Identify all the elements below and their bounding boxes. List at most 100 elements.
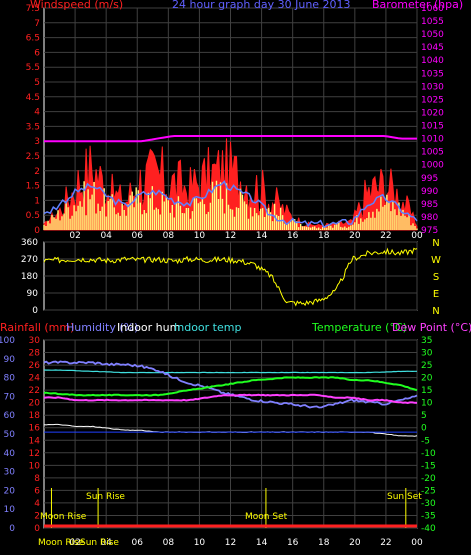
wind-y-tick: 0.5: [26, 211, 40, 221]
humidity-y-tick: 80: [4, 374, 16, 384]
direction-y-tick: 270: [21, 255, 38, 265]
wind-x-tick: 04: [100, 231, 112, 241]
humidity-y-tick: 50: [4, 430, 16, 440]
legend-temperature: Temperature (°C): [311, 321, 407, 334]
rain-y-tick: 6: [34, 486, 40, 496]
rain-y-tick: 16: [29, 424, 41, 434]
baro-y-tick: 985: [421, 200, 438, 210]
wind-y-tick: 4.5: [26, 93, 40, 103]
event-sun-rise: Sun Rise: [86, 492, 125, 502]
wind-y-tick: 4: [34, 108, 40, 118]
temp-y-tick: -30: [421, 499, 436, 509]
wind-y-tick: 6.5: [26, 34, 40, 44]
temp-y-tick: -20: [421, 474, 436, 484]
baro-y-tick: 980: [421, 213, 438, 223]
rain-y-tick: 12: [29, 449, 40, 459]
wind-y-tick: 5.5: [26, 63, 40, 73]
wind-y-tick: 3.5: [26, 122, 40, 132]
event-moon-set: Moon Set: [245, 512, 288, 522]
wind-y-tick: 5: [34, 78, 40, 88]
wind-y-tick: 7: [34, 19, 40, 29]
rain-y-tick: 28: [29, 349, 41, 359]
humidity-y-tick: 20: [4, 486, 16, 496]
humidity-y-tick: 30: [4, 468, 16, 478]
temp-panel-labels: 0246810121416182022242628300102030405060…: [0, 336, 436, 548]
wind-x-tick: 14: [256, 231, 268, 241]
temp-panel-grid: [44, 339, 418, 529]
legend-rainfall: Rainfall (mm): [0, 321, 74, 334]
baro-y-tick: 1055: [421, 17, 444, 27]
wind-panel-series: [43, 135, 418, 231]
temp-x-tick: 22: [380, 538, 391, 548]
wind-y-tick: 2: [34, 167, 40, 177]
compass-label: N: [432, 238, 439, 249]
direction-y-tick: 180: [21, 272, 38, 282]
temp-x-tick: 10: [194, 538, 206, 548]
wind-x-tick: 02: [69, 231, 80, 241]
baro-y-tick: 1025: [421, 95, 444, 105]
bottom-sun-rise: Sun Rise: [80, 538, 119, 548]
humidity-y-tick: 10: [4, 505, 16, 515]
windspeed-area: [43, 138, 418, 231]
temp-x-tick: 14: [256, 538, 268, 548]
direction-y-tick: 360: [21, 238, 38, 248]
baro-y-tick: 1010: [421, 135, 444, 145]
temp-y-tick: 25: [421, 361, 432, 371]
wind-x-tick: 20: [349, 231, 361, 241]
rain-y-tick: 0: [34, 524, 40, 534]
temp-y-tick: -15: [421, 461, 436, 471]
wind-x-tick: 12: [225, 231, 236, 241]
baro-y-tick: 1030: [421, 82, 444, 92]
rain-y-tick: 30: [29, 336, 41, 346]
direction-y-tick: 0: [32, 306, 38, 316]
legend-indoor-temp: Indoor temp: [174, 321, 241, 334]
rain-y-tick: 24: [29, 374, 41, 384]
compass-label: N: [432, 306, 439, 317]
temp-y-tick: 15: [421, 386, 432, 396]
wind-y-tick: 1: [34, 196, 40, 206]
baro-y-tick: 1045: [421, 43, 444, 53]
temp-y-tick: -10: [421, 449, 436, 459]
gust-bars: [43, 180, 418, 230]
temp-y-tick: 5: [421, 411, 427, 421]
wind-panel-labels: 0 0.5 1 1.5 2 2.5 3 3.5 4 4.5 5 5.5 6 6.5 7 7.5 975 980 98…: [26, 4, 445, 241]
compass-label: W: [431, 255, 441, 266]
humidity-y-tick: 40: [4, 449, 16, 459]
temp-y-tick: 10: [421, 399, 433, 409]
rain-y-tick: 18: [29, 411, 41, 421]
wind-y-tick: 2.5: [26, 152, 40, 162]
wind-x-tick: 08: [163, 231, 175, 241]
temp-x-tick: 16: [287, 538, 299, 548]
direction-panel-series: [43, 247, 418, 307]
temp-y-tick: 20: [421, 374, 433, 384]
baro-y-tick: 1035: [421, 69, 444, 79]
temp-y-tick: -40: [421, 524, 436, 534]
wind-x-tick: 18: [318, 231, 330, 241]
wind-x-tick: 10: [194, 231, 206, 241]
barometer-axis-title: Barometer (hpa): [372, 0, 463, 11]
baro-y-tick: 1040: [421, 56, 444, 66]
event-sun-set: Sun Set: [387, 492, 422, 502]
rain-y-tick: 14: [29, 436, 41, 446]
temp-panel-series: [43, 360, 418, 528]
temp-y-tick: 35: [421, 336, 432, 346]
barometer-line: [44, 135, 417, 143]
rain-y-tick: 22: [29, 386, 40, 396]
temp-x-tick: 02: [69, 538, 80, 548]
wind-direction-line: [43, 247, 418, 307]
temperature-line: [43, 376, 418, 397]
rain-y-tick: 26: [29, 361, 41, 371]
temp-x-tick: 00: [411, 538, 423, 548]
temp-x-tick: 06: [132, 538, 144, 548]
wind-x-tick: 22: [380, 231, 391, 241]
legend-humidity: Humidity (%): [66, 321, 138, 334]
rain-y-tick: 4: [34, 499, 40, 509]
wind-x-tick: 06: [132, 231, 144, 241]
temp-y-tick: -5: [421, 436, 430, 446]
wind-x-tick: 16: [287, 231, 299, 241]
compass-label: E: [433, 289, 439, 300]
bottom-moon-rise: Moon Rise: [38, 538, 85, 548]
wind-x-tick: 00: [411, 231, 423, 241]
